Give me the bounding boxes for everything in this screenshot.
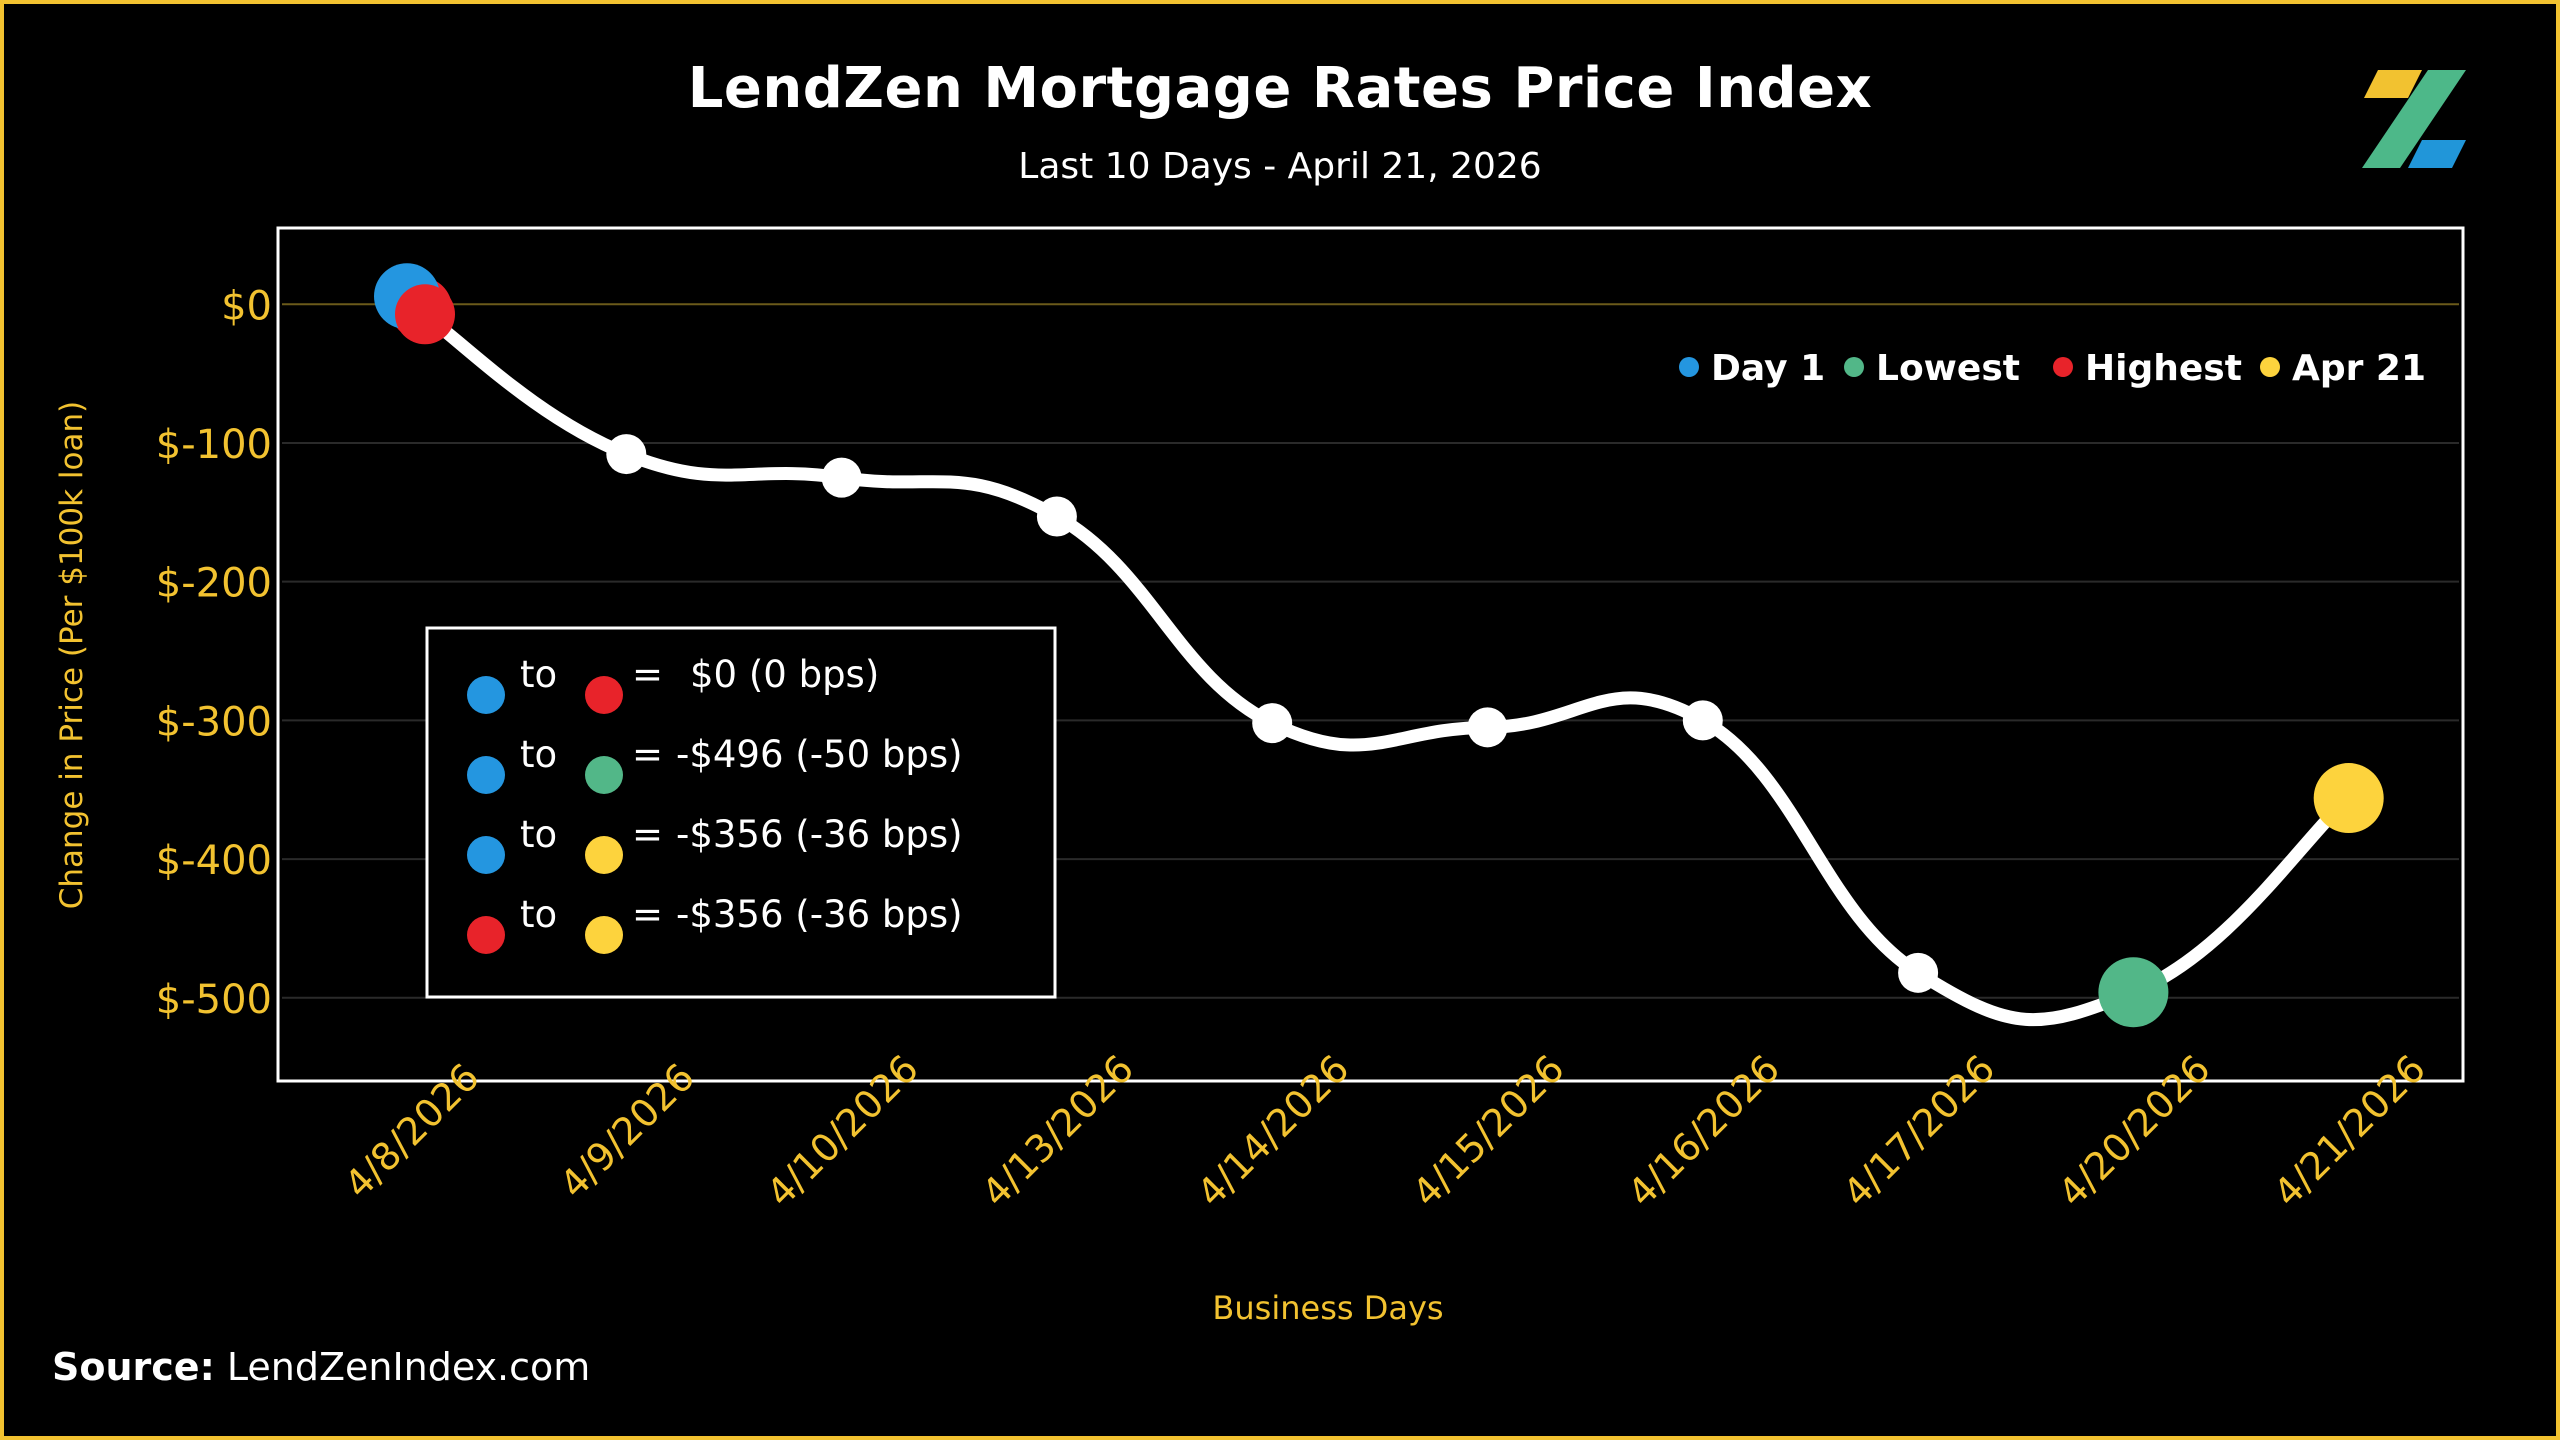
legend-label: Highest xyxy=(2085,348,2242,389)
summary-box xyxy=(425,626,1057,999)
summary-value: -$356 (-36 bps) xyxy=(676,813,963,856)
legend-label: Apr 21 xyxy=(2292,348,2426,389)
x-tick-label: 4/15/2026 xyxy=(1404,1046,1573,1215)
summary-to-dot xyxy=(585,676,623,714)
source-value: LendZenIndex.com xyxy=(226,1345,591,1389)
summary-from-dot xyxy=(467,916,505,954)
legend-label: Lowest xyxy=(1876,348,2020,389)
x-tick-label: 4/21/2026 xyxy=(2265,1046,2434,1215)
data-point xyxy=(1682,700,1723,741)
summary-to-text: to xyxy=(520,653,557,696)
logo-yellow-bar xyxy=(2364,70,2422,98)
legend-swatch xyxy=(1844,357,1864,377)
y-tick-label: $-500 xyxy=(156,977,272,1023)
summary-value: -$496 (-50 bps) xyxy=(676,733,963,776)
x-tick-label: 4/8/2026 xyxy=(336,1055,488,1207)
summary-equals: = xyxy=(632,813,663,856)
summary-from-dot xyxy=(467,836,505,874)
x-tick-label: 4/17/2026 xyxy=(1834,1046,2003,1215)
summary-from-dot xyxy=(467,676,505,714)
x-tick-label: 4/9/2026 xyxy=(551,1055,703,1207)
legend-swatch xyxy=(1679,357,1699,377)
logo-blue-bar xyxy=(2408,140,2466,168)
logo-green-diagonal xyxy=(2362,70,2466,168)
legend-label: Day 1 xyxy=(1711,348,1825,389)
summary-equals: = xyxy=(632,893,663,936)
y-tick-label: $0 xyxy=(221,283,272,329)
data-point xyxy=(606,434,647,475)
y-tick-label: $-100 xyxy=(156,422,272,468)
lowest-marker xyxy=(2098,957,2169,1028)
y-tick-label: $-400 xyxy=(156,838,272,884)
summary-to-text: to xyxy=(520,893,557,936)
summary-value: $0 (0 bps) xyxy=(690,653,879,696)
summary-to-dot xyxy=(585,836,623,874)
chart-title: LendZen Mortgage Rates Price Index xyxy=(687,56,1873,121)
data-point xyxy=(821,457,862,498)
y-tick-label: $-300 xyxy=(156,699,272,745)
x-tick-label: 4/14/2026 xyxy=(1189,1046,1358,1215)
chart-subtitle: Last 10 Days - April 21, 2026 xyxy=(1018,146,1542,187)
latest-marker xyxy=(2313,763,2384,834)
data-point xyxy=(1036,496,1077,537)
y-axis-label: Change in Price (Per $100k loan) xyxy=(54,401,90,910)
summary-equals: = xyxy=(632,653,663,696)
data-point xyxy=(1898,952,1939,993)
source-label: Source: xyxy=(52,1345,215,1389)
x-tick-label: 4/13/2026 xyxy=(973,1046,1142,1215)
source-footer: Source: LendZenIndex.com xyxy=(52,1345,590,1389)
lendzen-logo-icon xyxy=(2362,70,2466,168)
legend-swatch xyxy=(2053,357,2073,377)
summary-from-dot xyxy=(467,756,505,794)
highest-marker-front xyxy=(395,284,455,345)
data-point xyxy=(1252,703,1293,744)
summary-value: -$356 (-36 bps) xyxy=(676,893,963,936)
x-tick-label: 4/10/2026 xyxy=(758,1046,927,1215)
summary-to-dot xyxy=(585,756,623,794)
series-line xyxy=(404,297,2356,1027)
legend-swatch xyxy=(2260,357,2280,377)
x-tick-label: 4/20/2026 xyxy=(2050,1046,2219,1215)
summary-to-dot xyxy=(585,916,623,954)
x-axis-label: Business Days xyxy=(1212,1289,1443,1327)
x-tick-label: 4/16/2026 xyxy=(1619,1046,1788,1215)
summary-equals: = xyxy=(632,733,663,776)
plot-area-border xyxy=(276,226,2465,1083)
summary-to-text: to xyxy=(520,733,557,776)
y-tick-label: $-200 xyxy=(156,561,272,607)
summary-to-text: to xyxy=(520,813,557,856)
data-point xyxy=(1467,707,1508,748)
